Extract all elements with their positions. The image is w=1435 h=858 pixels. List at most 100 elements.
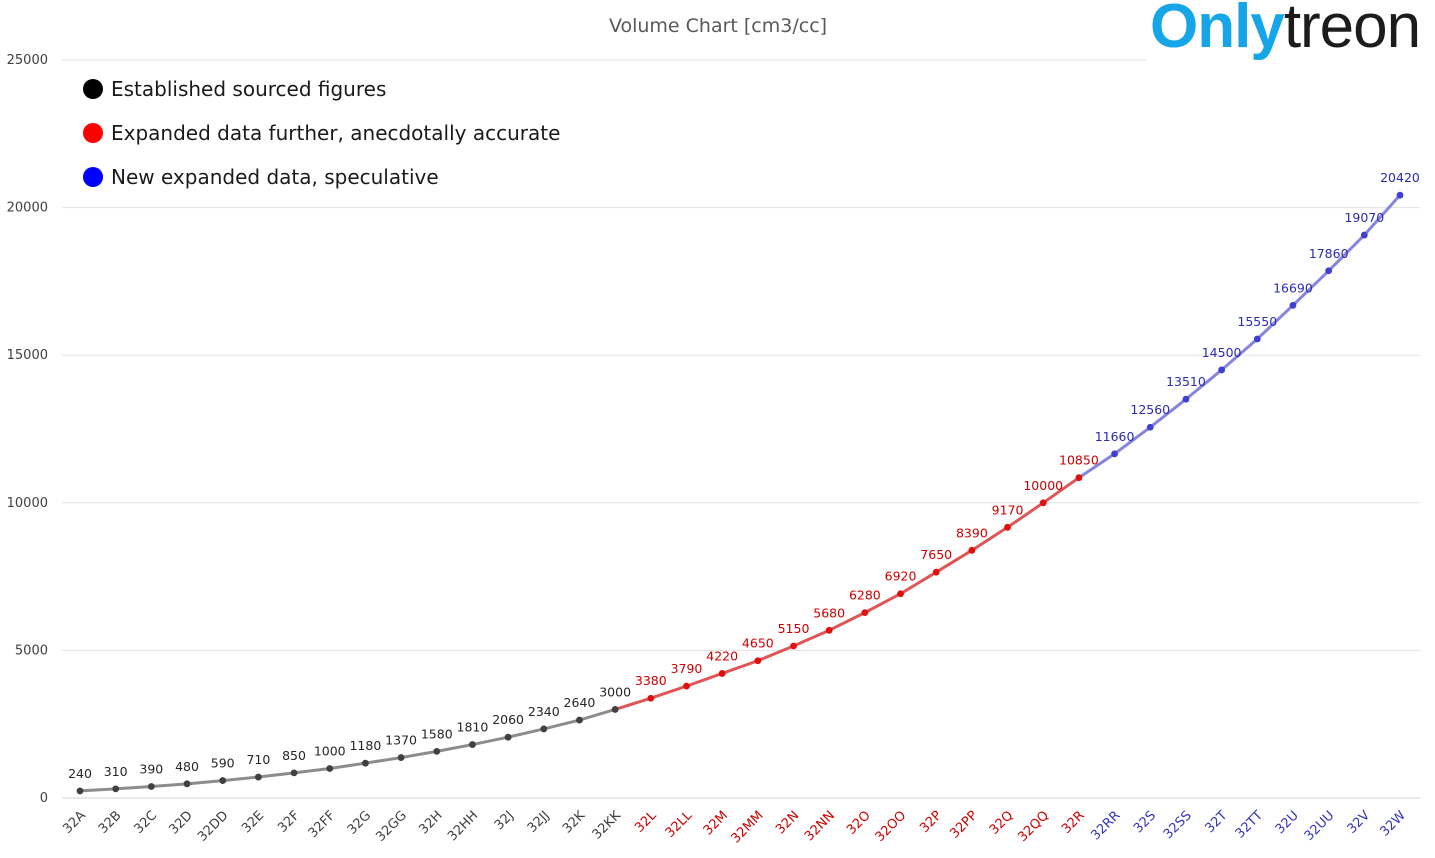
data-point (147, 783, 155, 790)
y-axis-ticks: 0 5000 10000 15000 20000 25000 (7, 53, 48, 806)
x-tick-label: 32J (492, 808, 517, 833)
x-tick-label: 32RR (1088, 808, 1123, 843)
x-tick-label: 32R (1059, 808, 1088, 837)
data-label: 19070 (1344, 210, 1384, 225)
data-point (1289, 301, 1297, 309)
x-tick-label: 32SS (1161, 808, 1195, 842)
data-points (76, 191, 1404, 795)
data-point (1218, 366, 1226, 374)
data-point (254, 773, 262, 781)
logo-only-text: Only (1150, 0, 1285, 61)
x-tick-label: 32Q (987, 808, 1017, 838)
data-point (504, 733, 512, 741)
data-label: 5150 (778, 621, 810, 636)
data-point (825, 626, 833, 634)
x-tick-label: 32A (60, 808, 89, 837)
x-tick-label: 32H (416, 808, 445, 837)
data-label: 590 (211, 756, 235, 771)
legend-label: Expanded data further, anecdotally accur… (111, 121, 560, 145)
data-point (1004, 523, 1011, 531)
data-label: 3380 (635, 673, 667, 688)
data-point (861, 609, 869, 617)
data-point (576, 716, 583, 724)
y-tick-label: 0 (40, 791, 48, 806)
data-point (326, 765, 334, 772)
data-label: 850 (282, 748, 306, 763)
data-label: 14500 (1202, 345, 1242, 360)
x-tick-label: 32M (701, 808, 731, 838)
logo-treon-text: treon (1283, 0, 1421, 61)
data-point (362, 759, 369, 767)
data-label: 1810 (457, 720, 489, 735)
series-line (613, 476, 1081, 711)
x-tick-label: 32QQ (1015, 808, 1052, 845)
data-point (540, 725, 548, 733)
data-point (1039, 499, 1047, 507)
data-point (647, 694, 655, 702)
x-tick-label: 32N (773, 808, 802, 837)
series-lines (78, 193, 1402, 793)
x-tick-label: 32PP (947, 808, 981, 842)
x-tick-label: 32V (1345, 808, 1374, 837)
data-label: 12560 (1130, 402, 1170, 417)
x-tick-label: 32FF (306, 808, 339, 841)
x-tick-label: 32U (1273, 808, 1302, 837)
y-tick-label: 5000 (15, 643, 48, 658)
x-tick-label: 32UU (1302, 808, 1338, 844)
data-point (1396, 191, 1404, 199)
x-tick-label: 32D (166, 808, 195, 837)
legend-marker (83, 123, 103, 143)
x-tick-label: 32LL (663, 808, 696, 841)
data-label: 10000 (1023, 478, 1063, 493)
data-label: 6280 (849, 588, 881, 603)
data-point (611, 706, 619, 713)
legend-label: Established sourced figures (111, 77, 386, 101)
data-label: 5680 (813, 605, 845, 620)
data-point (718, 670, 726, 677)
data-label: 7650 (920, 547, 952, 562)
x-tick-label: 32NN (802, 808, 838, 844)
x-tick-label: 32F (275, 808, 303, 836)
data-point (754, 657, 762, 665)
data-label: 480 (175, 759, 199, 774)
data-label: 10850 (1059, 453, 1099, 468)
x-tick-label: 32TT (1233, 808, 1266, 841)
x-tick-label: 32L (632, 808, 660, 836)
x-tick-label: 32GG (373, 808, 410, 845)
data-label: 1000 (314, 743, 346, 758)
data-point (433, 747, 441, 755)
x-tick-label: 32MM (728, 808, 766, 846)
data-point (897, 590, 904, 598)
x-tick-label: 32P (917, 808, 945, 836)
data-label: 1580 (421, 726, 453, 741)
y-tick-label: 10000 (7, 496, 48, 511)
data-label: 20420 (1380, 170, 1420, 185)
data-point (76, 787, 84, 795)
data-label: 8390 (956, 525, 988, 540)
x-tick-label: 32OO (873, 808, 910, 845)
data-label: 15550 (1237, 314, 1277, 329)
data-label: 16690 (1273, 280, 1313, 295)
data-point (290, 769, 298, 777)
data-point (932, 568, 940, 576)
legend: Established sourced figures Expanded data… (83, 77, 560, 189)
data-label: 2640 (564, 695, 596, 710)
gridlines (62, 59, 1420, 799)
data-point (112, 785, 120, 793)
x-axis-ticks: 32A 32B 32C 32D 32DD 32E 32F 32FF 32G 32GG 32H 32HH… (60, 808, 1409, 847)
y-tick-label: 25000 (7, 53, 48, 68)
data-label: 1370 (385, 733, 417, 748)
data-point (683, 682, 690, 690)
data-point (1182, 395, 1190, 403)
data-label: 3790 (671, 661, 703, 676)
y-tick-label: 15000 (7, 348, 48, 363)
data-point (790, 642, 797, 650)
data-label: 710 (246, 752, 270, 767)
data-label: 2060 (492, 712, 524, 727)
data-label: 2340 (528, 704, 560, 719)
data-point (469, 741, 476, 748)
x-tick-label: 32K (560, 808, 589, 837)
data-point (219, 777, 227, 784)
y-tick-label: 20000 (7, 201, 48, 216)
